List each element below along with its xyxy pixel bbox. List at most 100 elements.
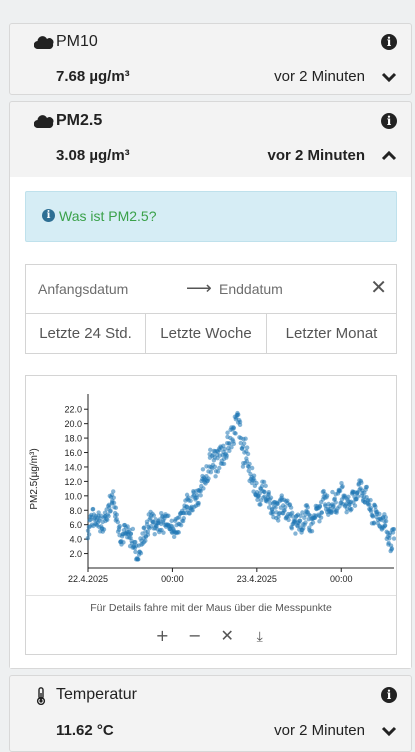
- x-axis: 22.4.2025 00:00 23.4.2025 00:00: [68, 567, 394, 584]
- data-point: [171, 534, 177, 540]
- x-tick-label: 00:00: [161, 574, 184, 584]
- quick-range-month-button[interactable]: Letzter Monat: [266, 314, 396, 354]
- data-point: [200, 467, 206, 472]
- chevron-down-icon[interactable]: [381, 71, 397, 83]
- chart-container: 2.0 4.0 6.0 8.0 10.0 12.0 14.0 16.0 18.0 20.0 22.0…: [25, 375, 397, 655]
- sensor-updated: vor 2 Minuten: [274, 722, 365, 739]
- y-tick-label: 12.0: [64, 477, 82, 487]
- data-point: [244, 445, 250, 450]
- data-point: [344, 510, 349, 515]
- data-point: [208, 470, 214, 475]
- data-point: [227, 448, 232, 454]
- data-point: [305, 505, 310, 510]
- y-axis: 2.0 4.0 6.0 8.0 10.0 12.0 14.0 16.0 18.0 20.0 22.0: [64, 394, 89, 568]
- data-point: [133, 549, 138, 555]
- data-point: [101, 527, 107, 532]
- zoom-in-icon[interactable]: +: [155, 626, 170, 645]
- data-point: [114, 512, 119, 517]
- data-point: [208, 447, 213, 453]
- data-point: [310, 520, 316, 525]
- y-tick-label: 6.0: [69, 520, 82, 530]
- end-date-input[interactable]: Enddatum: [219, 281, 283, 297]
- data-point: [297, 518, 302, 524]
- quick-range-week-button[interactable]: Letzte Woche: [145, 314, 266, 354]
- sensor-value: 11.62 °C: [56, 722, 114, 739]
- data-point: [108, 508, 113, 514]
- data-point: [113, 505, 119, 510]
- download-icon[interactable]: ⤓: [256, 629, 263, 645]
- data-point: [289, 510, 295, 515]
- chevron-down-icon[interactable]: [381, 725, 397, 737]
- data-point: [337, 504, 342, 509]
- data-point: [142, 525, 147, 530]
- info-circle-icon[interactable]: i: [381, 113, 397, 129]
- data-point: [121, 540, 126, 545]
- data-point: [391, 526, 396, 532]
- data-point: [152, 531, 157, 537]
- data-point: [288, 505, 294, 510]
- data-point: [368, 497, 373, 503]
- sensor-value: 7.68 µg/m³: [56, 68, 130, 85]
- data-point: [212, 464, 218, 470]
- data-point: [346, 494, 351, 500]
- data-point: [221, 461, 227, 467]
- data-point: [96, 510, 101, 515]
- data-point: [196, 500, 201, 506]
- sensor-header-pm25[interactable]: PM2.5 i: [10, 111, 411, 141]
- x-tick-label: 22.4.2025: [68, 574, 108, 584]
- sensor-updated: vor 2 Minuten: [274, 68, 365, 85]
- info-alert[interactable]: i Was ist PM2.5?: [25, 191, 397, 242]
- thermometer-icon: [36, 687, 46, 705]
- sensor-card-temperatur: Temperatur i 11.62 °C vor 2 Minuten: [9, 675, 412, 752]
- data-point: [285, 498, 290, 503]
- info-circle-icon[interactable]: i: [381, 687, 397, 703]
- start-date-input[interactable]: Anfangsdatum: [38, 281, 129, 297]
- data-point: [136, 557, 141, 562]
- zoom-out-icon[interactable]: −: [188, 626, 202, 645]
- y-tick-label: 18.0: [64, 434, 82, 444]
- data-point: [390, 530, 396, 535]
- info-circle-icon[interactable]: i: [381, 34, 397, 50]
- close-icon[interactable]: ✕: [370, 275, 387, 299]
- data-point: [90, 506, 96, 512]
- pm25-chart[interactable]: 2.0 4.0 6.0 8.0 10.0 12.0 14.0 16.0 18.0 20.0 22.0…: [26, 376, 396, 596]
- data-point: [355, 494, 361, 499]
- data-point: [217, 465, 222, 471]
- data-point: [238, 440, 243, 446]
- sensor-header-pm10[interactable]: PM10 i: [10, 32, 411, 62]
- date-range-picker: Anfangsdatum ⟶ Enddatum ✕ Letzte 24 Std.…: [25, 264, 397, 354]
- data-point: [282, 508, 287, 513]
- data-point: [188, 498, 193, 504]
- chevron-up-icon[interactable]: [381, 150, 397, 162]
- data-point: [206, 476, 211, 481]
- data-point: [106, 513, 111, 519]
- data-point: [309, 529, 315, 534]
- data-point: [301, 525, 306, 531]
- sensor-header-temperatur[interactable]: Temperatur i: [10, 685, 411, 715]
- data-point: [317, 519, 322, 524]
- data-point: [130, 526, 136, 532]
- data-point: [367, 502, 372, 507]
- data-point: [245, 451, 251, 457]
- info-link[interactable]: Was ist PM2.5?: [59, 208, 157, 224]
- data-point: [273, 505, 278, 510]
- data-point: [383, 518, 389, 524]
- data-point: [322, 502, 328, 507]
- data-point: [184, 504, 189, 509]
- data-point: [231, 425, 237, 431]
- quick-range-24h-button[interactable]: Letzte 24 Std.: [39, 325, 132, 342]
- data-point: [270, 509, 275, 515]
- data-point: [276, 518, 281, 523]
- divider: [26, 595, 396, 596]
- data-point: [240, 444, 246, 449]
- y-tick-label: 8.0: [69, 506, 82, 516]
- data-point: [138, 550, 144, 556]
- data-point: [231, 441, 237, 446]
- y-tick-label: 10.0: [64, 491, 82, 501]
- reset-zoom-icon[interactable]: ✕: [220, 626, 234, 645]
- data-point: [198, 493, 203, 498]
- data-point: [289, 526, 295, 531]
- data-point: [383, 515, 388, 520]
- data-point: [329, 510, 334, 515]
- data-point: [111, 495, 116, 500]
